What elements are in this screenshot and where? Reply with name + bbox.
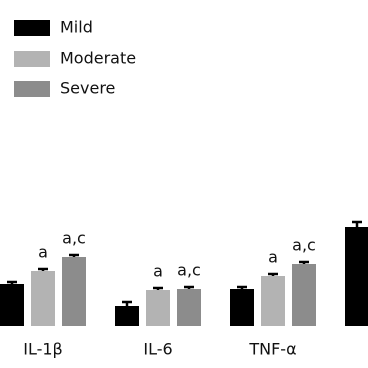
- error-bar: [122, 300, 132, 306]
- error-bar: [184, 285, 194, 289]
- annotation: a: [268, 248, 278, 267]
- x-tick-label: TNF-α: [248, 340, 296, 359]
- bar: [261, 276, 285, 326]
- legend-swatch: [14, 81, 50, 97]
- error-bar: [237, 285, 247, 289]
- error-bar: [69, 253, 79, 257]
- bar: [230, 289, 254, 326]
- legend-label: Moderate: [60, 49, 136, 68]
- error-bar: [299, 260, 309, 264]
- annotation: a,c: [62, 229, 86, 248]
- error-bar: [7, 280, 17, 284]
- bar: [177, 289, 201, 326]
- error-bar: [153, 286, 163, 290]
- annotation: a,c: [292, 236, 316, 255]
- legend-swatch: [14, 51, 50, 67]
- bar: [0, 284, 24, 326]
- bar: [146, 290, 170, 326]
- x-tick-label: IL-6: [143, 340, 172, 359]
- error-bar: [352, 220, 362, 227]
- x-tick-label: IL-1β: [23, 340, 63, 359]
- bar: [31, 271, 55, 326]
- annotation: a,c: [177, 261, 201, 280]
- bar: [62, 257, 86, 326]
- annotation: a: [38, 243, 48, 262]
- error-bar: [268, 272, 278, 276]
- legend-label: Mild: [60, 18, 93, 37]
- bar: [345, 227, 368, 326]
- bar: [115, 306, 139, 326]
- bar: [292, 264, 316, 326]
- error-bar: [38, 267, 48, 271]
- annotation: a: [153, 262, 163, 281]
- legend-label: Severe: [60, 79, 115, 98]
- legend-swatch: [14, 20, 50, 36]
